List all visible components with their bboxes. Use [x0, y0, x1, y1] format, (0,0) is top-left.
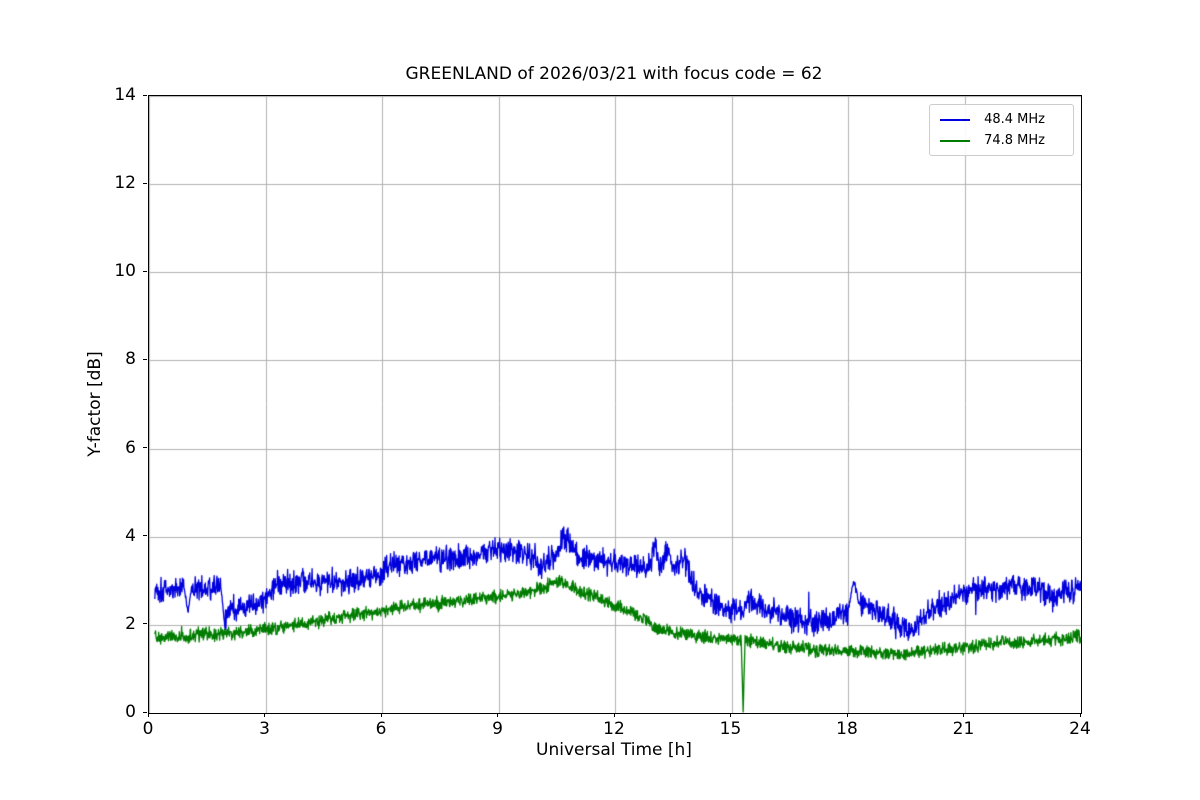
x-tick-mark [264, 713, 265, 717]
legend: 48.4 MHz 74.8 MHz [929, 104, 1074, 156]
x-tick-mark [730, 713, 731, 717]
y-tick-mark [143, 270, 147, 272]
x-tick-label: 15 [719, 719, 742, 739]
legend-swatch [940, 118, 971, 121]
x-tick-label: 0 [142, 719, 154, 739]
y-tick-label: 12 [114, 173, 136, 194]
y-tick-label: 8 [125, 349, 136, 370]
y-tick-label: 2 [125, 613, 136, 634]
chart-canvas [149, 96, 1081, 713]
legend-label: 74.8 MHz [984, 133, 1045, 148]
y-tick-mark [143, 447, 147, 449]
x-tick-label: 12 [603, 719, 625, 739]
x-tick-mark [147, 713, 149, 717]
x-tick-label: 6 [375, 719, 387, 739]
y-tick-label: 14 [114, 85, 136, 105]
legend-entry: 74.8 MHz [940, 133, 1063, 148]
y-tick-mark [143, 358, 147, 360]
y-tick-mark [143, 182, 147, 184]
x-tick-label: 21 [952, 719, 975, 739]
y-tick-mark [143, 94, 147, 96]
x-tick-mark [1079, 713, 1081, 717]
x-tick-mark [497, 713, 498, 717]
y-tick-mark [143, 623, 147, 625]
legend-entry: 48.4 MHz [940, 112, 1063, 127]
x-tick-mark [963, 713, 964, 717]
x-tick-label: 18 [836, 719, 858, 739]
x-tick-label: 3 [259, 719, 270, 739]
legend-swatch [940, 139, 971, 142]
x-tick-mark [613, 713, 615, 717]
x-tick-label: 24 [1069, 719, 1091, 739]
y-tick-mark [143, 535, 147, 537]
x-tick-mark [380, 713, 382, 717]
x-tick-label: 9 [492, 719, 503, 739]
y-tick-label: 10 [114, 261, 136, 282]
plot-area: 48.4 MHz 74.8 MHz [148, 95, 1082, 714]
legend-label: 48.4 MHz [984, 112, 1045, 127]
y-tick-label: 6 [125, 437, 136, 458]
chart-title: GREENLAND of 2026/03/21 with focus code … [405, 64, 823, 84]
y-tick-label: 4 [125, 525, 136, 546]
y-tick-mark [143, 711, 147, 713]
x-tick-mark [846, 713, 848, 717]
x-axis-label: Universal Time [h] [536, 740, 692, 760]
y-tick-label: 0 [125, 702, 136, 722]
